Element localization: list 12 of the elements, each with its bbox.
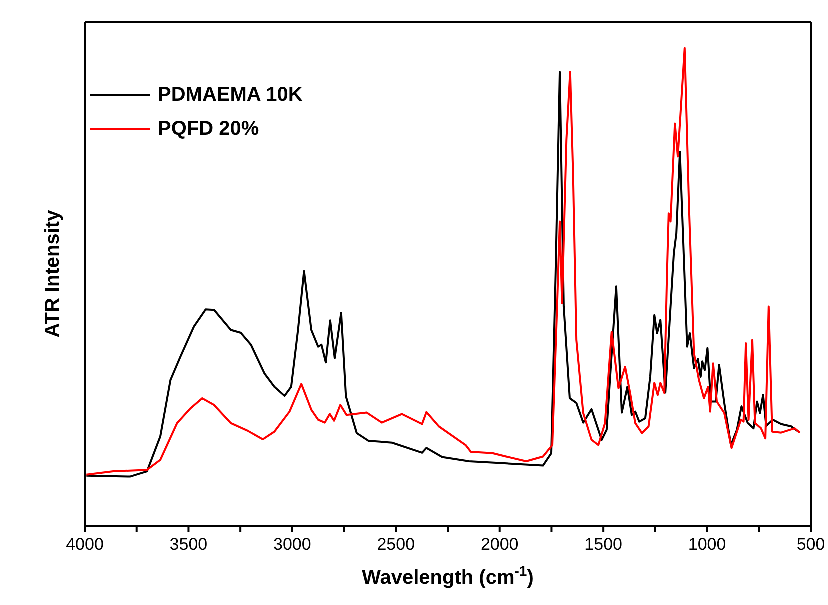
- legend-label: PQFD 20%: [158, 118, 260, 140]
- y-axis-title: ATR Intensity: [42, 209, 64, 338]
- x-tick-label: 2500: [377, 535, 416, 554]
- x-tick-label: 500: [796, 535, 826, 554]
- x-axis-title: Wavelength (cm$^{-1}$): [362, 563, 534, 589]
- x-tick-label: 3000: [274, 535, 312, 554]
- x-tick-label: 1500: [584, 535, 622, 554]
- legend-label: PDMAEMA 10K: [158, 84, 303, 106]
- x-tick-label: 2000: [480, 535, 519, 554]
- x-tick-label: 3500: [170, 535, 208, 554]
- x-tick-label: 1000: [688, 535, 726, 554]
- x-tick-label: 4000: [66, 535, 104, 554]
